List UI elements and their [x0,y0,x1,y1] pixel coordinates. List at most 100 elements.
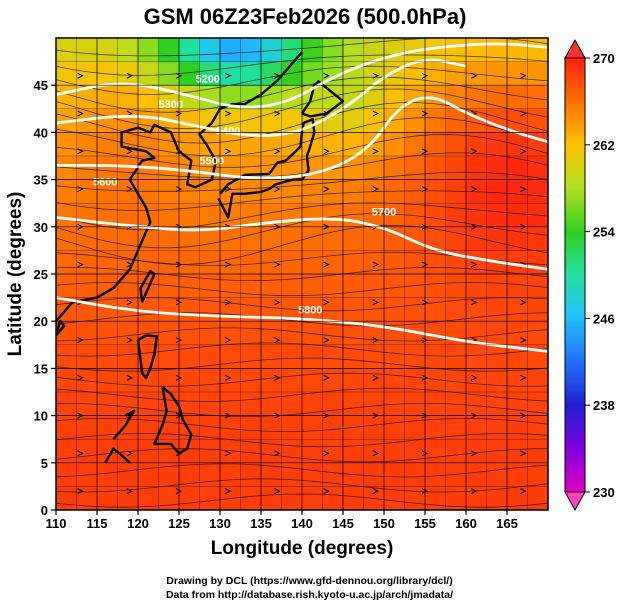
heat-cell [363,344,385,369]
heat-cell [158,38,180,63]
coastline [301,80,345,118]
heat-cell [117,85,139,110]
heat-cell [404,415,426,440]
flow-arrow [224,110,232,117]
heat-cell [240,274,262,299]
heat-cell [507,368,529,393]
heat-cell [384,108,406,133]
flow-arrow [175,488,183,495]
heat-cell [486,156,508,181]
colorbar-tick-label: 238 [593,398,615,413]
flow-arrow [224,72,232,79]
flow-arrow [126,72,133,79]
flow-arrow [126,488,133,495]
heat-cell [322,297,344,322]
flow-arrow [175,374,183,381]
heat-cell [261,415,283,440]
heat-cell [56,415,78,440]
heat-cell [56,226,78,251]
flow-arrow [77,72,84,79]
flow-arrow [421,450,429,457]
heat-cell [425,321,447,346]
heat-cell [199,439,221,464]
heat-cell [343,226,365,251]
flow-arrow [323,261,330,268]
heat-cell [507,203,529,228]
heat-cell [445,415,467,440]
heat-cell [322,274,344,299]
heat-cell [507,297,529,322]
heat-cell [466,274,488,299]
heat-cell [199,462,221,487]
flow-arrow [224,299,232,306]
heat-cell [76,38,98,63]
heat-cell [97,132,119,157]
heat-cell [527,226,548,251]
flow-arrow [274,299,281,306]
heat-cell [138,439,160,464]
x-tick-label: 145 [332,516,354,531]
heat-cell [76,108,98,133]
heat-cell [158,297,180,322]
heat-cell [302,344,324,369]
heat-cell [179,439,201,464]
heat-cell [199,486,221,510]
heat-cell [527,85,548,110]
heat-cell [179,462,201,487]
heat-cell [322,462,344,487]
heat-cell [56,85,78,110]
heat-cell [302,274,324,299]
heat-cell [425,226,447,251]
x-tick-label: 165 [496,516,518,531]
heat-cell [466,132,488,157]
heat-cell [343,108,365,133]
heat-cell [56,38,78,63]
flow-arrow [126,337,133,344]
y-tick-label: 20 [34,314,48,329]
heat-cell [138,61,160,86]
heat-cell [158,61,180,86]
heat-cell [466,392,488,417]
flow-arrow [421,299,429,306]
heat-cell [343,156,365,181]
heat-cell [425,439,447,464]
flow-arrow [421,337,429,344]
heat-cell [445,226,467,251]
heat-cell [179,108,201,133]
heat-cell [507,274,529,299]
flow-arrow [323,488,330,495]
heat-cell [486,321,508,346]
contour-label: 5500 [200,155,224,167]
heat-cell [56,321,78,346]
heat-cell [404,344,426,369]
heat-cell [507,61,529,86]
heat-cell [445,179,467,204]
heat-cell [302,368,324,393]
heat-cell [281,179,303,204]
flow-arrow [126,374,133,381]
flow-arrow [323,299,330,306]
heat-cell [445,344,467,369]
heat-cell [56,392,78,417]
y-tick-label: 45 [34,78,48,93]
heat-cell [425,156,447,181]
heat-cell [466,486,488,510]
heat-cell [220,38,242,63]
heat-cell [507,486,529,510]
flow-arrow [421,186,429,192]
heat-cell [76,179,98,204]
flow-arrow [274,337,281,344]
heat-cell [199,132,221,157]
heat-cell [179,321,201,346]
heat-cell [527,61,548,86]
heat-cell [486,274,508,299]
heat-cell [404,486,426,510]
heat-cell [507,415,529,440]
heat-cell [527,38,548,63]
heat-cell [445,132,467,157]
heat-cell [220,108,242,133]
flow-arrow [470,72,478,79]
heat-cell [404,439,426,464]
x-tick-label: 125 [168,516,190,531]
heat-cell [281,274,303,299]
